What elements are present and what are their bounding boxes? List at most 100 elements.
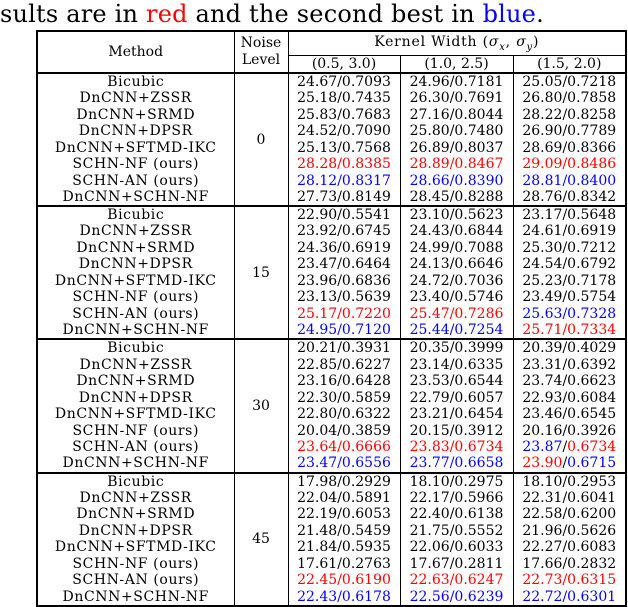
table-row: DnCNN+SRMD 23.16/0.6428 23.53/0.6544 23.74/… — [36, 372, 627, 390]
value-slash: / — [337, 455, 342, 472]
result-cell: 25.63/0.7328 — [512, 305, 627, 323]
result-cell: 21.96/0.5626 — [512, 522, 627, 540]
ssim-value: 0.6844 — [454, 223, 504, 240]
result-cell: 22.72/0.6301 — [512, 588, 627, 606]
ssim-value: 0.7435 — [341, 90, 391, 107]
results-table: Method Noise Level Kernel Width (σx, σy) … — [36, 30, 627, 607]
psnr-value: 24.54 — [522, 256, 563, 273]
psnr-value: 23.92 — [297, 223, 338, 240]
value-slash: / — [337, 489, 342, 506]
method-cell: DnCNN+DPSR — [36, 522, 235, 540]
value-slash: / — [337, 256, 342, 273]
value-slash: / — [337, 406, 342, 423]
psnr-value: 22.73 — [522, 572, 563, 589]
psnr-value: 28.81 — [522, 172, 563, 189]
result-cell: 23.77/0.6658 — [399, 455, 514, 473]
ssim-value: 0.2975 — [454, 473, 504, 490]
table-row: Bicubic 45 17.98/0.2929 18.10/0.2975 18.10/0… — [36, 471, 627, 606]
table-row: DnCNN+SFTMD-IKC 21.84/0.5935 22.06/0.6033 2… — [36, 539, 627, 556]
psnr-value: 28.76 — [522, 189, 563, 206]
method-cell: DnCNN+DPSR — [36, 256, 235, 273]
psnr-value: 23.74 — [522, 373, 563, 390]
ssim-value: 0.6545 — [567, 406, 617, 423]
value-slash: / — [562, 223, 568, 240]
psnr-value: 22.45 — [297, 572, 338, 589]
ssim-value: 0.8486 — [567, 156, 617, 173]
ssim-value: 0.6178 — [341, 588, 391, 605]
result-cell: 22.19/0.6053 — [287, 506, 401, 523]
method-cell: SCHN-AN (ours) — [36, 172, 235, 190]
result-cell: 24.36/0.6919 — [287, 239, 401, 257]
psnr-value: 18.10 — [522, 473, 563, 490]
result-cell: 22.27/0.6083 — [512, 539, 627, 556]
psnr-value: 28.89 — [409, 156, 450, 173]
psnr-value: 21.48 — [297, 522, 338, 539]
method-cell: DnCNN+SFTMD-IKC — [36, 272, 235, 290]
ssim-value: 0.2832 — [567, 555, 617, 572]
psnr-value: 25.71 — [522, 322, 563, 339]
result-cell: 25.17/0.7220 — [287, 305, 401, 323]
ssim-value: 0.2929 — [341, 473, 391, 490]
result-cell: 22.04/0.5891 — [287, 489, 401, 507]
method-cell: DnCNN+SFTMD-IKC — [36, 405, 235, 423]
ssim-value: 0.5623 — [454, 207, 504, 224]
ssim-value: 0.6041 — [567, 489, 617, 506]
psnr-value: 21.84 — [297, 539, 338, 556]
results-table-header: Method Noise Level Kernel Width (σx, σy) … — [36, 30, 627, 74]
result-cell: 22.17/0.5966 — [399, 489, 514, 507]
table-row: DnCNN+SFTMD-IKC 25.13/0.7568 26.89/0.8037 2… — [36, 139, 627, 157]
psnr-value: 24.36 — [297, 239, 338, 256]
ssim-value: 0.8366 — [567, 139, 617, 156]
table-row: DnCNN+SRMD 24.36/0.6919 24.99/0.7088 25.30/… — [36, 239, 627, 257]
table-row: Bicubic 0 24.67/0.7093 24.96/0.7181 25.05/0.… — [36, 73, 627, 207]
value-slash: / — [562, 389, 568, 406]
method-cell: DnCNN+SCHN-NF — [36, 455, 235, 473]
ssim-value: 0.6556 — [341, 455, 391, 472]
psnr-value: 28.69 — [522, 139, 563, 156]
method-cell: SCHN-AN (ours) — [36, 572, 235, 589]
psnr-value: 23.13 — [297, 289, 338, 306]
result-cell: 23.40/0.5746 — [399, 289, 514, 306]
value-slash: / — [562, 272, 568, 289]
result-cell: 23.90/0.6715 — [512, 455, 627, 473]
ssim-value: 0.7286 — [454, 305, 504, 322]
result-cell: 17.61/0.2763 — [287, 555, 401, 573]
psnr-value: 22.90 — [297, 207, 338, 224]
ssim-value: 0.4029 — [567, 340, 617, 357]
value-slash: / — [562, 473, 568, 490]
ssim-value: 0.8044 — [454, 106, 504, 123]
psnr-value: 21.75 — [409, 522, 450, 539]
psnr-value: 23.10 — [409, 207, 450, 224]
result-cell: 28.81/0.8400 — [512, 172, 627, 190]
result-cell: 25.18/0.7435 — [287, 90, 401, 107]
ssim-value: 0.7212 — [567, 239, 617, 256]
result-cell: 18.10/0.2953 — [512, 471, 627, 490]
method-column-header: Method — [36, 30, 235, 74]
value-slash: / — [562, 256, 568, 273]
psnr-value: 25.23 — [522, 272, 563, 289]
kernel-header-suffix: ) — [533, 33, 540, 50]
value-slash: / — [337, 473, 342, 490]
ssim-value: 0.8467 — [454, 156, 504, 173]
value-slash: / — [562, 422, 568, 439]
psnr-value: 25.83 — [297, 106, 338, 123]
result-cell: 24.72/0.7036 — [399, 272, 514, 290]
ssim-value: 0.3999 — [454, 340, 504, 357]
value-slash: / — [562, 522, 568, 539]
result-cell: 21.84/0.5935 — [287, 539, 401, 556]
psnr-value: 28.28 — [297, 156, 338, 173]
value-slash: / — [562, 139, 568, 156]
result-cell: 25.30/0.7212 — [512, 239, 627, 257]
result-cell: 22.73/0.6315 — [512, 572, 627, 589]
psnr-value: 24.95 — [297, 322, 338, 339]
value-slash: / — [562, 356, 568, 373]
ssim-value: 0.6792 — [567, 256, 617, 273]
result-cell: 22.43/0.6178 — [287, 588, 401, 606]
value-slash: / — [449, 506, 455, 523]
result-cell: 28.28/0.8385 — [287, 156, 401, 173]
psnr-value: 22.85 — [297, 356, 338, 373]
kernel-col-header-1: (0.5, 3.0) — [287, 54, 401, 74]
table-row: DnCNN+SRMD 25.83/0.7683 27.16/0.8044 28.22/… — [36, 106, 627, 124]
psnr-value: 23.47 — [297, 455, 338, 472]
method-cell: SCHN-NF (ours) — [36, 422, 235, 439]
